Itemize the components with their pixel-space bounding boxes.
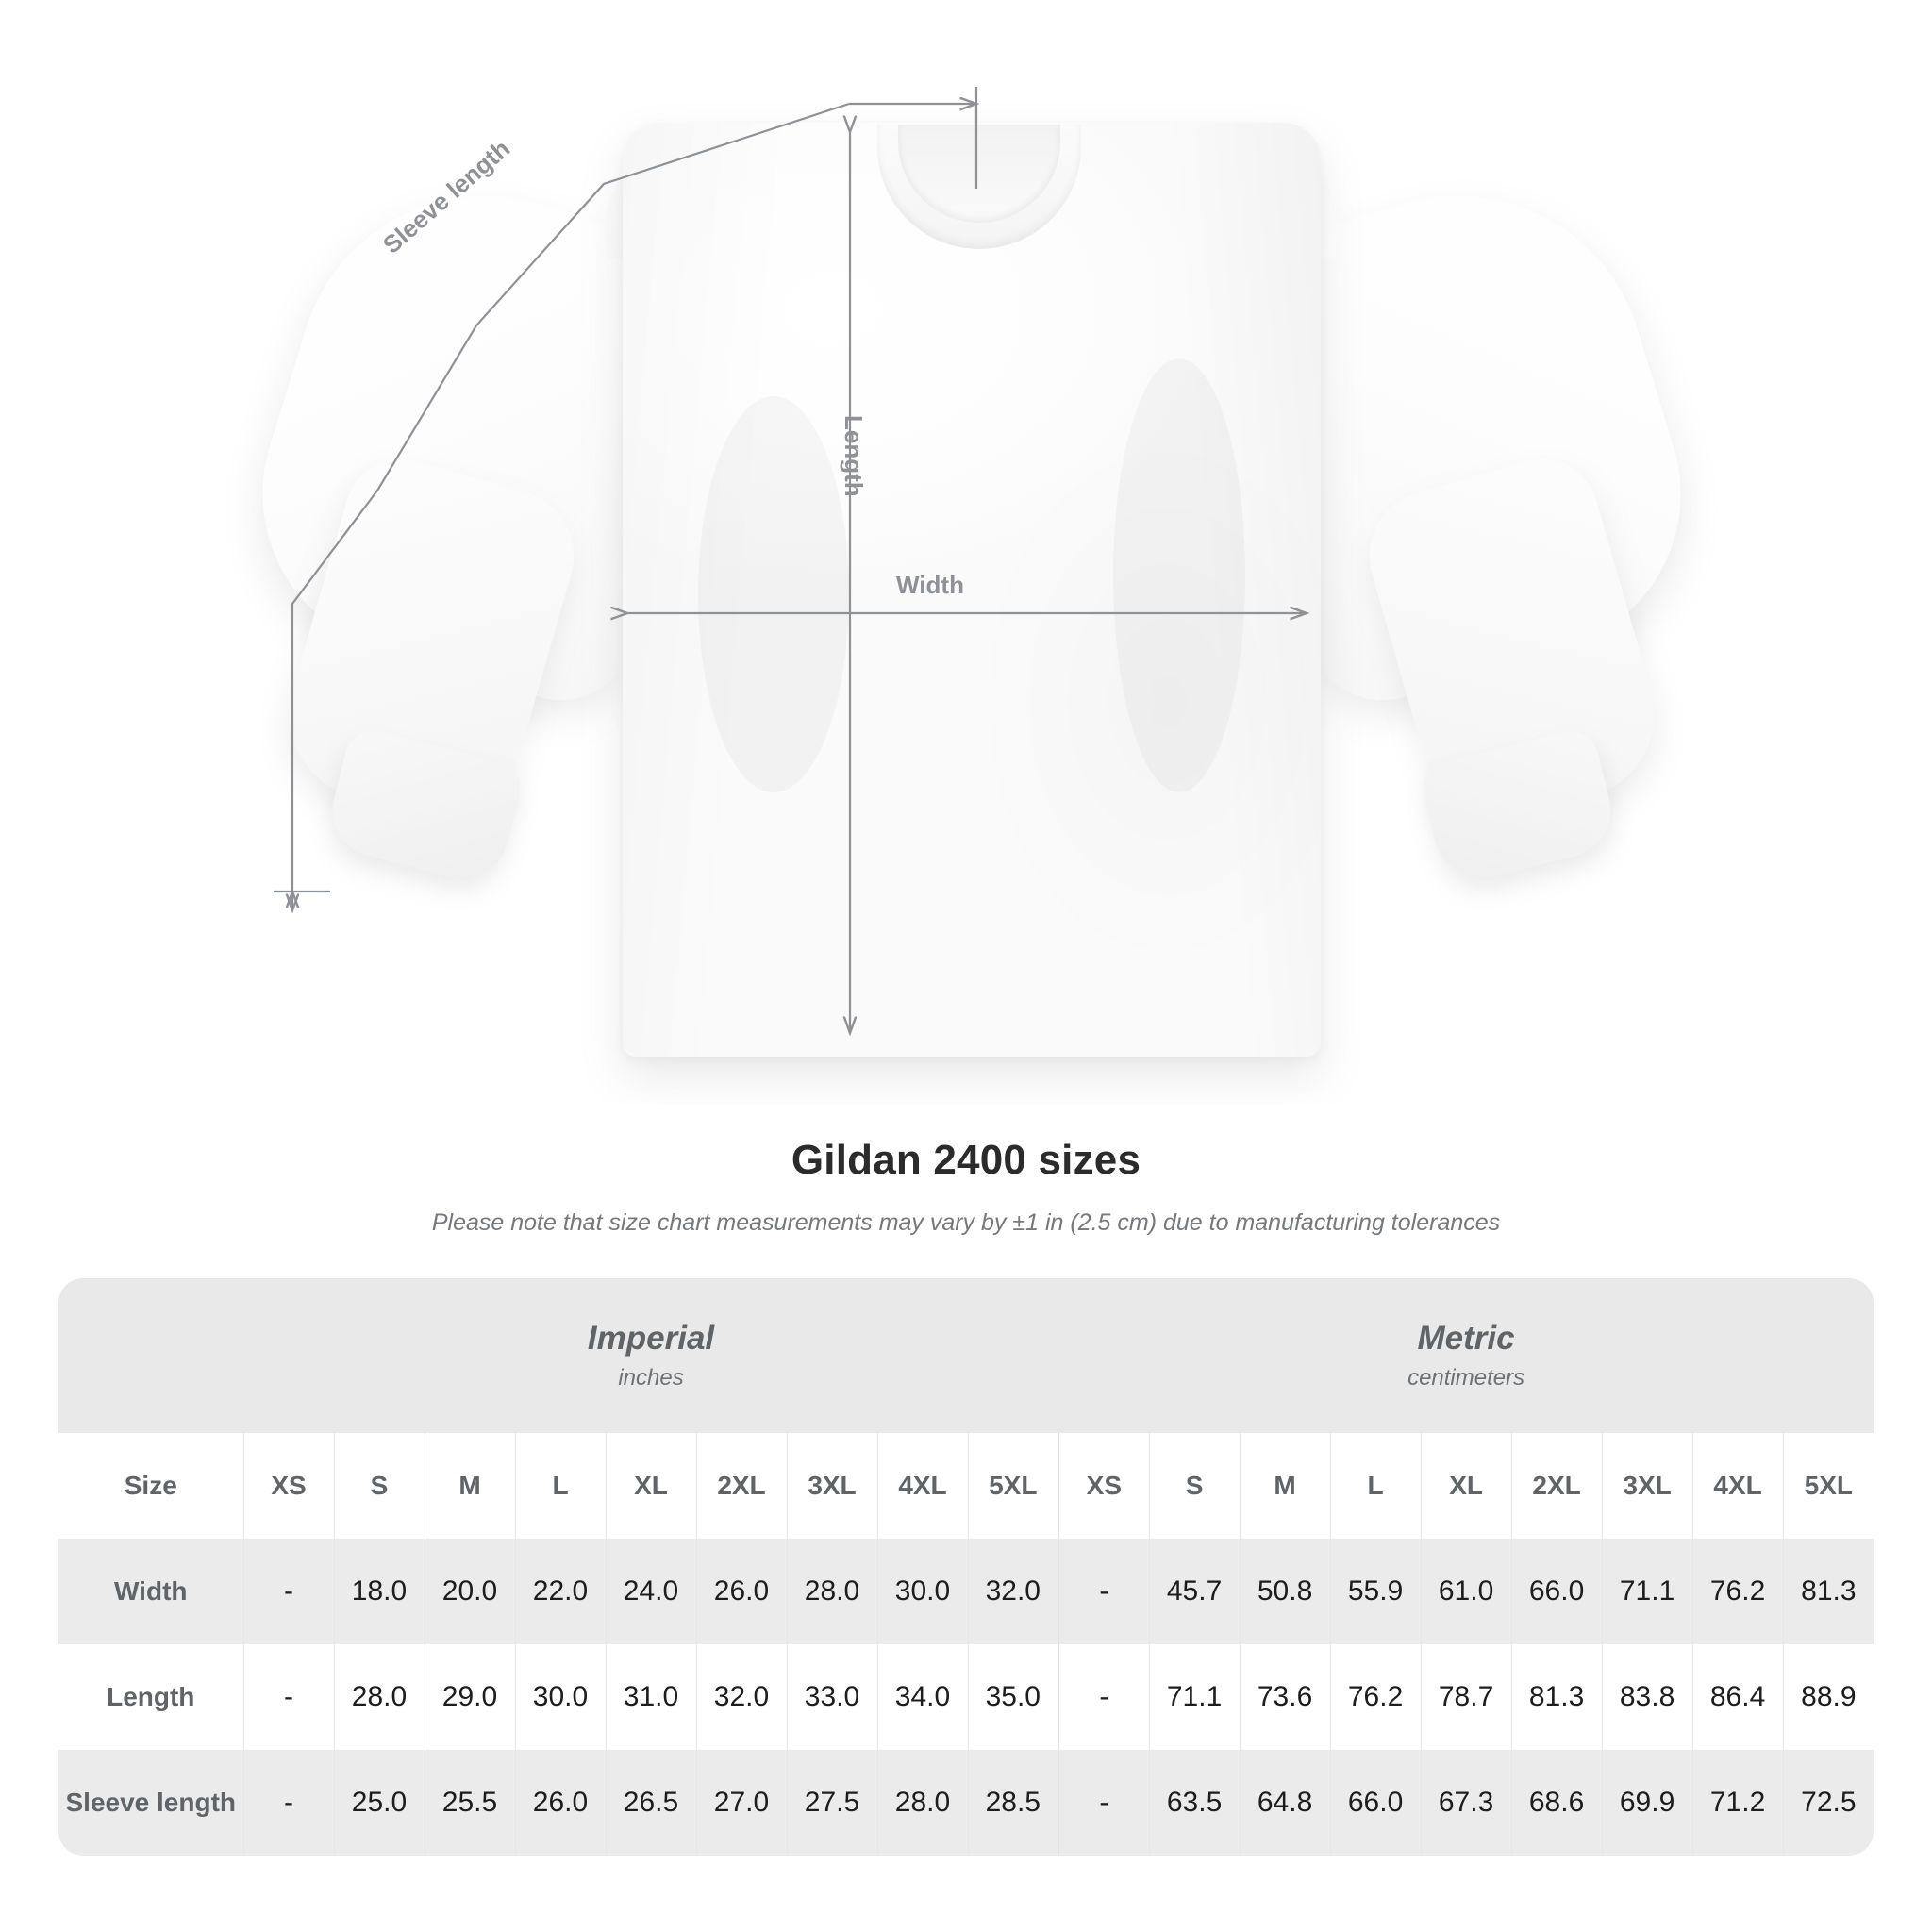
cell: 88.9 bbox=[1782, 1644, 1874, 1750]
size-header-label: Size bbox=[58, 1433, 243, 1539]
size-col-imperial-5xl: 5XL bbox=[967, 1433, 1059, 1539]
cell: - bbox=[1058, 1644, 1150, 1750]
size-col-imperial-m: M bbox=[424, 1433, 515, 1539]
cell: 45.7 bbox=[1148, 1539, 1241, 1644]
unit-sub-metric: centimeters bbox=[1407, 1365, 1525, 1391]
unit-group-header-row: Imperial inches Metric centimeters bbox=[58, 1278, 1874, 1433]
cell: 26.0 bbox=[695, 1539, 787, 1644]
cell: - bbox=[242, 1644, 334, 1750]
cell: 33.0 bbox=[786, 1644, 877, 1750]
size-col-metric-l: L bbox=[1329, 1433, 1422, 1539]
measurement-lines bbox=[274, 87, 1932, 1104]
cell: 71.1 bbox=[1601, 1539, 1693, 1644]
size-table: Imperial inches Metric centimeters Size … bbox=[58, 1278, 1874, 1856]
cell: 30.0 bbox=[876, 1539, 968, 1644]
size-col-metric-5xl: 5XL bbox=[1782, 1433, 1874, 1539]
cell: 76.2 bbox=[1691, 1539, 1784, 1644]
cell: 66.0 bbox=[1329, 1750, 1422, 1856]
table-row: Length - 28.0 29.0 30.0 31.0 32.0 33.0 3… bbox=[58, 1644, 1874, 1750]
table-row: Width - 18.0 20.0 22.0 24.0 26.0 28.0 30… bbox=[58, 1539, 1874, 1644]
cell: 25.0 bbox=[333, 1750, 425, 1856]
size-col-metric-xl: XL bbox=[1420, 1433, 1512, 1539]
cell: 35.0 bbox=[967, 1644, 1059, 1750]
cell: - bbox=[1058, 1539, 1150, 1644]
size-col-metric-xs: XS bbox=[1058, 1433, 1150, 1539]
cell: 72.5 bbox=[1782, 1750, 1874, 1856]
cell: 71.2 bbox=[1691, 1750, 1784, 1856]
unit-header-metric: Metric centimeters bbox=[1058, 1278, 1874, 1433]
cell: 64.8 bbox=[1239, 1750, 1331, 1856]
cell: 68.6 bbox=[1510, 1750, 1603, 1856]
size-col-metric-m: M bbox=[1239, 1433, 1331, 1539]
row-label-width: Width bbox=[58, 1539, 243, 1644]
cell: 61.0 bbox=[1420, 1539, 1512, 1644]
cell: 34.0 bbox=[876, 1644, 968, 1750]
cell: 27.0 bbox=[695, 1750, 787, 1856]
cell: 83.8 bbox=[1601, 1644, 1693, 1750]
cell: - bbox=[242, 1750, 334, 1856]
cell: 27.5 bbox=[786, 1750, 877, 1856]
size-col-imperial-3xl: 3XL bbox=[786, 1433, 877, 1539]
cell: 76.2 bbox=[1329, 1644, 1422, 1750]
cell: 69.9 bbox=[1601, 1750, 1693, 1856]
size-col-metric-s: S bbox=[1148, 1433, 1241, 1539]
page-title: Gildan 2400 sizes bbox=[791, 1137, 1141, 1183]
cell: 30.0 bbox=[514, 1644, 606, 1750]
cell: 81.3 bbox=[1510, 1644, 1603, 1750]
table-row: Sleeve length - 25.0 25.5 26.0 26.5 27.0… bbox=[58, 1750, 1874, 1856]
cell: 50.8 bbox=[1239, 1539, 1331, 1644]
size-col-imperial-2xl: 2XL bbox=[695, 1433, 787, 1539]
unit-name-imperial: Imperial bbox=[587, 1319, 715, 1357]
garment-diagram: Sleeve length Length Width bbox=[223, 87, 1932, 1104]
cell: 63.5 bbox=[1148, 1750, 1241, 1856]
size-header-row: Size XS S M L XL 2XL 3XL 4XL 5XL XS S M … bbox=[58, 1433, 1874, 1539]
cell: 78.7 bbox=[1420, 1644, 1512, 1750]
shirt-torso bbox=[623, 123, 1321, 1057]
cell: 32.0 bbox=[695, 1644, 787, 1750]
cell: 67.3 bbox=[1420, 1750, 1512, 1856]
cell: 22.0 bbox=[514, 1539, 606, 1644]
cell: 81.3 bbox=[1782, 1539, 1874, 1644]
cell: 66.0 bbox=[1510, 1539, 1603, 1644]
cell: 28.0 bbox=[333, 1644, 425, 1750]
cell: - bbox=[1058, 1750, 1150, 1856]
cell: 71.1 bbox=[1148, 1644, 1241, 1750]
length-label: Length bbox=[840, 415, 868, 497]
row-label-length: Length bbox=[58, 1644, 243, 1750]
cell: 28.0 bbox=[786, 1539, 877, 1644]
size-col-imperial-s: S bbox=[333, 1433, 425, 1539]
size-col-metric-3xl: 3XL bbox=[1601, 1433, 1693, 1539]
size-col-imperial-4xl: 4XL bbox=[876, 1433, 968, 1539]
tolerance-note: Please note that size chart measurements… bbox=[431, 1209, 1501, 1236]
cell: 24.0 bbox=[605, 1539, 696, 1644]
size-col-imperial-xl: XL bbox=[605, 1433, 696, 1539]
size-col-imperial-l: L bbox=[514, 1433, 606, 1539]
cell: - bbox=[242, 1539, 334, 1644]
cell: 20.0 bbox=[424, 1539, 515, 1644]
unit-name-metric: Metric bbox=[1417, 1319, 1515, 1357]
unit-header-imperial: Imperial inches bbox=[243, 1278, 1059, 1433]
cell: 28.0 bbox=[876, 1750, 968, 1856]
cell: 32.0 bbox=[967, 1539, 1059, 1644]
size-col-imperial-xs: XS bbox=[242, 1433, 334, 1539]
garment-photo bbox=[223, 123, 1721, 1057]
cell: 28.5 bbox=[967, 1750, 1059, 1856]
size-col-metric-2xl: 2XL bbox=[1510, 1433, 1603, 1539]
cell: 26.0 bbox=[514, 1750, 606, 1856]
unit-header-spacer bbox=[58, 1278, 243, 1433]
cell: 18.0 bbox=[333, 1539, 425, 1644]
cell: 29.0 bbox=[424, 1644, 515, 1750]
unit-sub-imperial: inches bbox=[618, 1365, 684, 1391]
cell: 73.6 bbox=[1239, 1644, 1331, 1750]
width-label: Width bbox=[896, 571, 964, 599]
size-col-metric-4xl: 4XL bbox=[1691, 1433, 1784, 1539]
cell: 86.4 bbox=[1691, 1644, 1784, 1750]
cell: 25.5 bbox=[424, 1750, 515, 1856]
cell: 55.9 bbox=[1329, 1539, 1422, 1644]
cell: 31.0 bbox=[605, 1644, 696, 1750]
cell: 26.5 bbox=[605, 1750, 696, 1856]
row-label-sleeve-length: Sleeve length bbox=[58, 1750, 243, 1856]
